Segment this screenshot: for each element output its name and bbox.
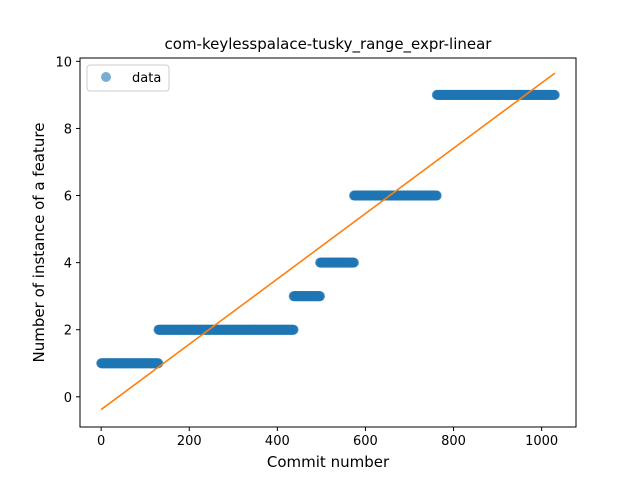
- y-tick-label: 0: [64, 391, 72, 406]
- data-point: [288, 324, 299, 335]
- x-tick-label: 200: [177, 434, 202, 449]
- plot-area: [96, 72, 560, 411]
- data-point: [549, 89, 560, 100]
- data-point: [431, 190, 442, 201]
- data-point: [348, 257, 359, 268]
- legend-marker: [101, 72, 111, 82]
- y-tick-label: 8: [64, 122, 72, 137]
- axes-frame: [79, 57, 577, 428]
- x-tick-label: 0: [97, 434, 105, 449]
- x-tick-label: 1000: [525, 434, 558, 449]
- legend: data: [86, 64, 170, 92]
- y-tick-label: 4: [64, 257, 72, 272]
- y-axis-label: Number of instance of a feature: [30, 123, 48, 363]
- y-tick-label: 10: [55, 55, 72, 70]
- x-tick-label: 600: [353, 434, 378, 449]
- y-tick-label: 2: [64, 324, 72, 339]
- data-point: [315, 291, 326, 302]
- x-axis-label: Commit number: [267, 453, 390, 471]
- x-tick-label: 400: [265, 434, 290, 449]
- chart-title: com-keylesspalace-tusky_range_expr-linea…: [165, 35, 493, 54]
- x-tick-label: 800: [441, 434, 466, 449]
- y-tick-label: 6: [64, 190, 72, 205]
- fit-line: [100, 72, 556, 411]
- legend-box: [86, 64, 170, 92]
- legend-label: data: [132, 71, 161, 86]
- axis-ticks: 0 200 400 600 800 1000 0 2 4 6 8 10: [55, 55, 558, 449]
